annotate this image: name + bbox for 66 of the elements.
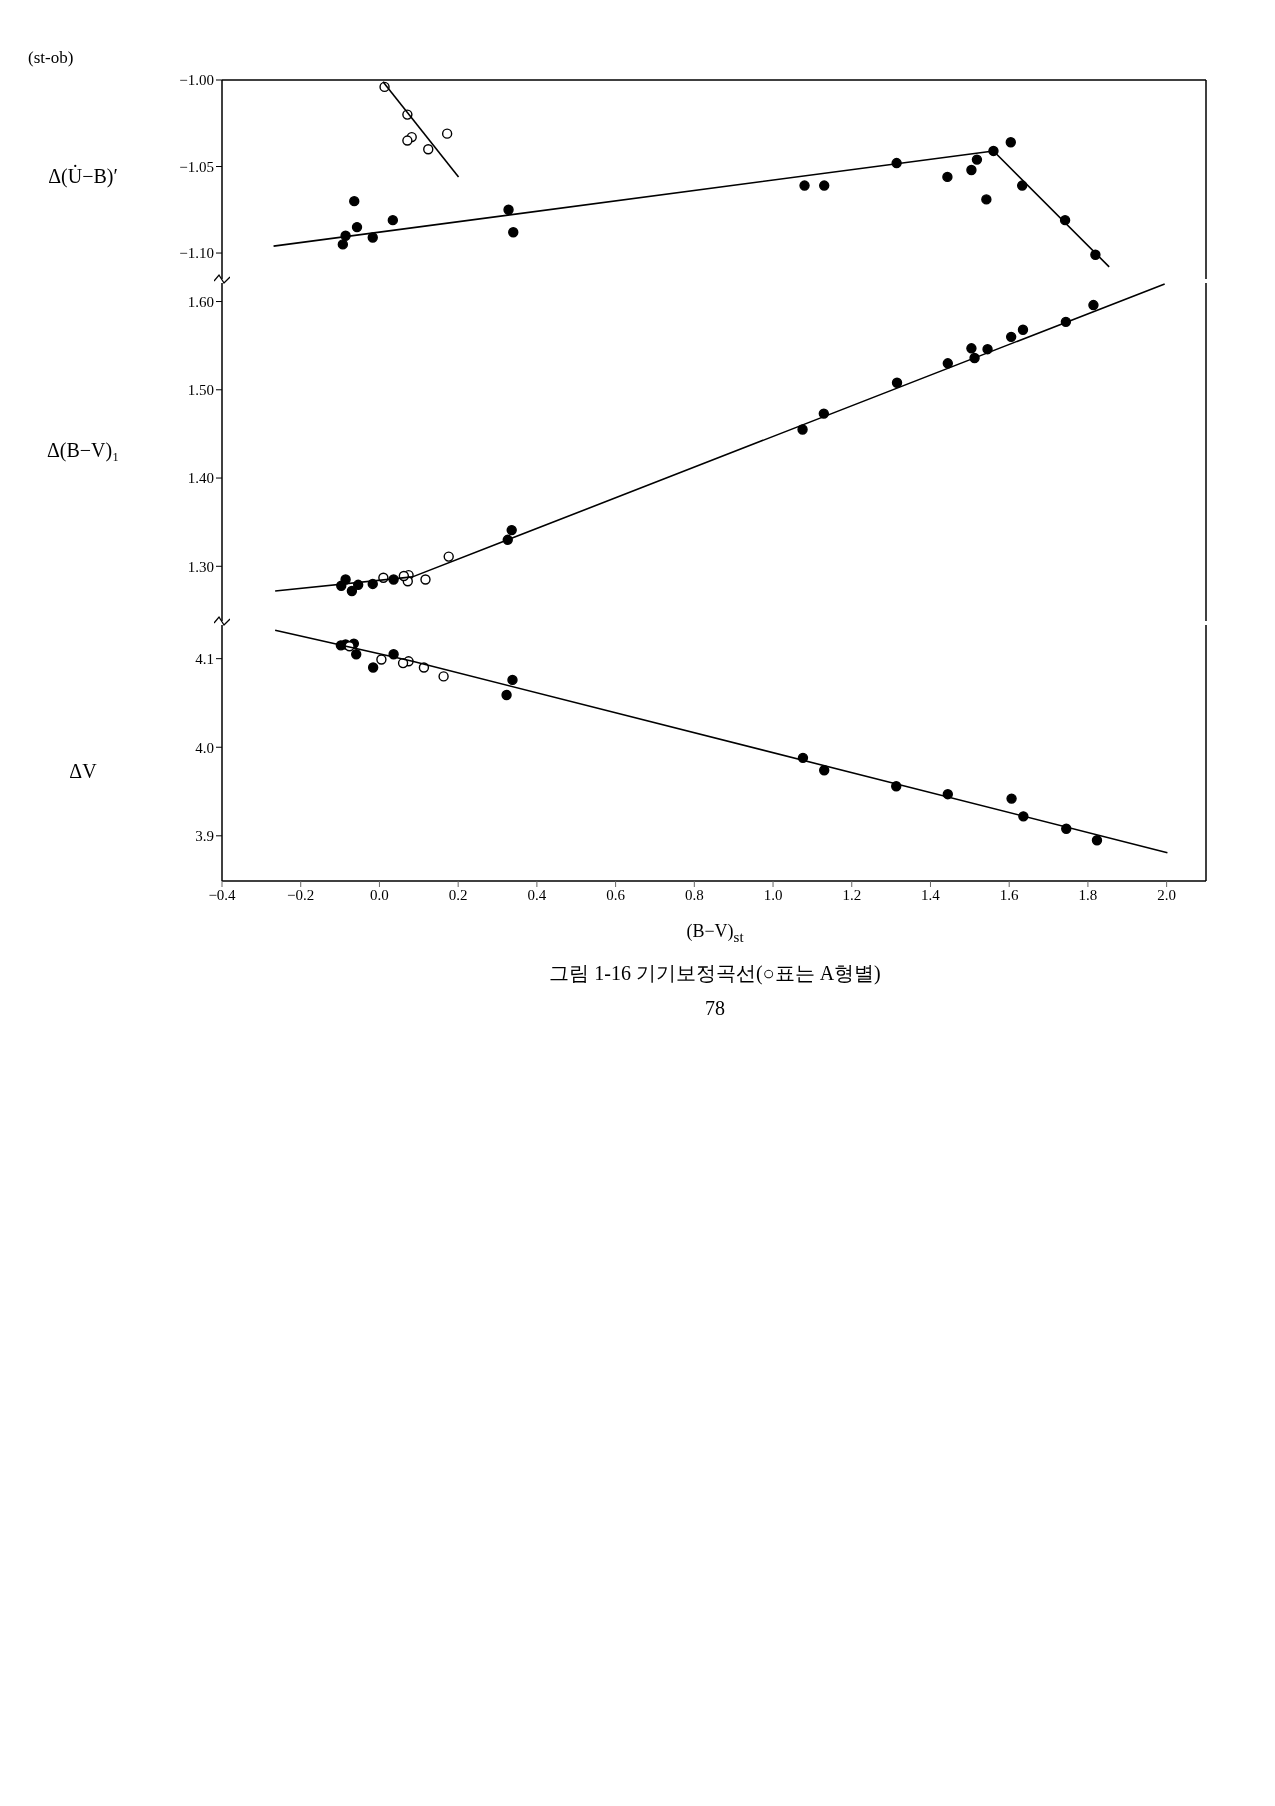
x-tick-label: 0.6: [606, 886, 626, 903]
x-tick-label: 1.6: [999, 886, 1020, 903]
point: [1088, 299, 1099, 311]
point: [387, 214, 399, 226]
point: [1006, 793, 1017, 804]
point: [507, 674, 518, 686]
point: [797, 424, 808, 435]
x-axis-title: (B−V)$_{st}$: [685, 921, 745, 946]
x-tick-label: −0.2: [287, 886, 315, 903]
point: [1017, 324, 1029, 335]
point: [819, 180, 830, 191]
point: [799, 180, 810, 191]
x-tick-label: 0.0: [370, 886, 389, 903]
point: [942, 358, 953, 369]
y-tick-label: 4.1: [195, 650, 214, 667]
point: [351, 221, 363, 233]
point: [420, 574, 431, 585]
point: [346, 585, 358, 597]
y-axis-title: ΔV: [68, 759, 98, 783]
y-tick-label: −1.00: [179, 72, 214, 89]
point: [351, 649, 362, 660]
point: [942, 171, 953, 183]
x-tick-label: 1.8: [1078, 886, 1098, 903]
point: [443, 551, 454, 562]
point: [966, 164, 977, 176]
y-tick-label: 1.30: [187, 558, 214, 575]
point: [981, 194, 992, 205]
y-tick-label: 1.40: [187, 470, 214, 487]
point: [891, 377, 903, 388]
point: [376, 654, 387, 665]
x-tick-label: 1.2: [842, 886, 862, 903]
point: [501, 689, 512, 701]
x-tick-label: −0.4: [208, 886, 237, 903]
x-tick-label: 1.4: [921, 886, 941, 903]
point: [349, 195, 360, 207]
point: [367, 232, 378, 243]
y-tick-label: −1.10: [179, 245, 214, 262]
y-tick-label: 4.0: [195, 739, 214, 756]
point: [1091, 835, 1103, 846]
point: [441, 128, 453, 139]
point: [337, 239, 349, 250]
point: [966, 343, 977, 354]
point: [438, 671, 449, 682]
y-tick-label: 1.60: [187, 293, 214, 310]
y-tick-label: −1.05: [179, 158, 214, 175]
x-tick-label: 2.0: [1157, 886, 1177, 903]
x-tick-label: 0.4: [527, 886, 547, 903]
point: [423, 144, 434, 155]
text: (st-ob): [28, 48, 74, 69]
point: [508, 227, 519, 238]
point: [503, 204, 514, 215]
point: [506, 524, 517, 536]
point: [1005, 137, 1016, 148]
x-tick-label: 1.0: [763, 886, 783, 903]
y-axis-title: Δ(B−V)₁: [45, 438, 121, 462]
point: [402, 135, 413, 146]
point: [1005, 331, 1017, 343]
y-tick-label: 1.50: [187, 382, 214, 399]
point: [971, 154, 983, 165]
y-tick-label: 3.9: [195, 828, 214, 845]
x-tick-label: 0.8: [684, 886, 704, 903]
x-tick-label: 0.2: [448, 886, 468, 903]
point: [367, 662, 379, 673]
y-axis-title: Δ(U̇−B)′: [47, 165, 119, 188]
text: 78: [704, 996, 726, 1020]
caption: 그림 1-16 기기보정곡선(○표는 A형별): [548, 960, 882, 987]
